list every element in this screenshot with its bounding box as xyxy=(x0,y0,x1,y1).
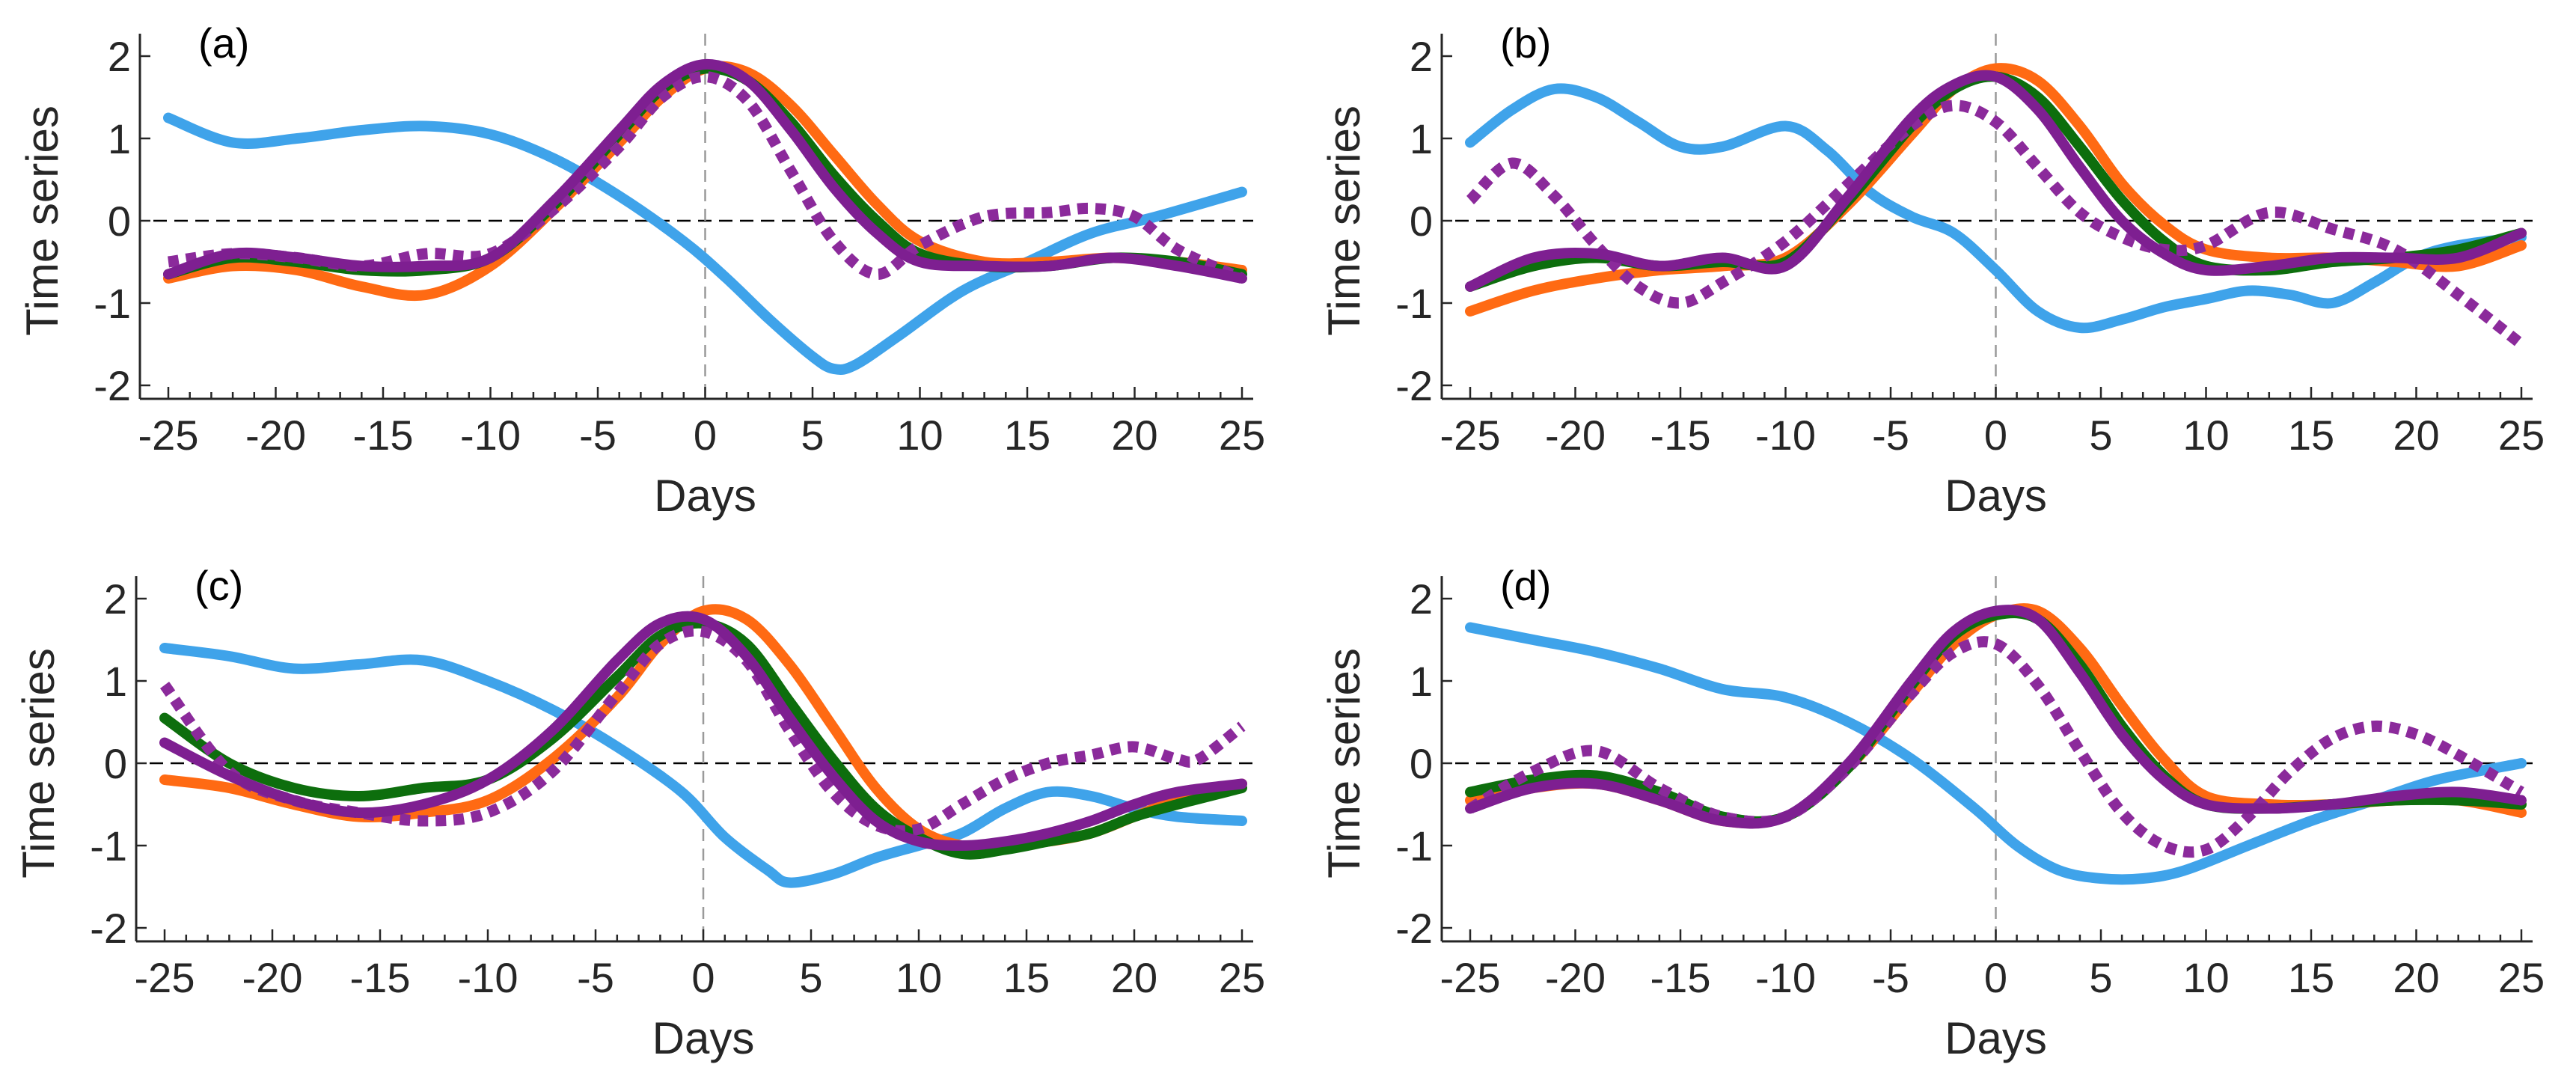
y-tick-label: -1 xyxy=(1395,280,1433,327)
x-tick-label: -20 xyxy=(1545,412,1606,459)
y-tick-label: 2 xyxy=(108,33,131,80)
y-tick-label: 2 xyxy=(104,575,127,623)
x-tick-label: -25 xyxy=(135,954,195,1001)
y-tick-label: -1 xyxy=(1395,822,1433,870)
y-tick-label: 0 xyxy=(108,198,131,245)
x-tick-label: -5 xyxy=(577,954,614,1001)
panel-label: (b) xyxy=(1500,19,1551,67)
x-tick-label: -20 xyxy=(1545,954,1606,1001)
panel-label: (c) xyxy=(195,562,243,609)
series-line-purple-dotted xyxy=(167,71,1245,284)
series-line-purple xyxy=(1465,605,2527,829)
x-tick-label: 0 xyxy=(1984,954,2007,1001)
x-tick-label: 0 xyxy=(691,954,715,1001)
x-tick-label: -15 xyxy=(1650,412,1711,459)
x-tick-label: 25 xyxy=(2498,954,2545,1001)
x-tick-label: -25 xyxy=(1440,412,1501,459)
y-tick-label: 1 xyxy=(1410,115,1433,162)
x-tick-label: -20 xyxy=(242,954,303,1001)
series-line-blue xyxy=(159,643,1247,888)
x-tick-label: -10 xyxy=(460,412,521,459)
series-line-purple xyxy=(159,611,1247,851)
y-axis-title: Time series xyxy=(1319,106,1369,336)
x-tick-label: 20 xyxy=(2393,954,2439,1001)
x-tick-label: 10 xyxy=(2182,954,2229,1001)
series-line-purple-dotted xyxy=(1466,100,2525,349)
y-axis-title: Time series xyxy=(17,106,67,336)
x-tick-label: 10 xyxy=(896,954,942,1001)
series-line-green xyxy=(159,617,1247,860)
panel-c: -25 -20 -15 -10 -5 0 5 10 15 20 25-2-1012DaysTime … xyxy=(13,562,1265,1063)
y-axis-title: Time series xyxy=(1319,648,1369,878)
x-tick-label: 5 xyxy=(2089,954,2112,1001)
y-tick-label: -2 xyxy=(90,905,127,952)
y-tick-label: 0 xyxy=(104,740,127,787)
y-tick-label: -2 xyxy=(1395,362,1433,409)
x-tick-label: 5 xyxy=(801,412,824,459)
series-line-blue xyxy=(1465,83,2527,334)
x-axis-title: Days xyxy=(1945,471,2047,521)
x-axis-title: Days xyxy=(1945,1013,2047,1063)
x-tick-label: -25 xyxy=(138,412,199,459)
y-tick-label: -2 xyxy=(1395,905,1433,952)
x-tick-label: 20 xyxy=(1111,412,1157,459)
x-tick-label: 10 xyxy=(896,412,943,459)
y-tick-label: 1 xyxy=(1410,658,1433,705)
series-line-purple-dotted xyxy=(1467,636,2524,858)
x-tick-label: -15 xyxy=(353,412,414,459)
x-tick-label: 15 xyxy=(1004,412,1050,459)
x-tick-label: -5 xyxy=(579,412,617,459)
panel-a: -25 -20 -15 -10 -5 0 5 10 15 20 25-2-1012DaysTime … xyxy=(17,19,1265,521)
x-tick-label: -10 xyxy=(458,954,518,1001)
y-tick-label: 0 xyxy=(1410,740,1433,787)
y-tick-label: 2 xyxy=(1410,575,1433,623)
x-tick-label: -15 xyxy=(1650,954,1711,1001)
x-tick-label: 0 xyxy=(1984,412,2007,459)
x-tick-label: -5 xyxy=(1872,412,1909,459)
x-tick-label: 20 xyxy=(1111,954,1157,1001)
panel-label: (d) xyxy=(1500,562,1551,609)
x-tick-label: 15 xyxy=(1003,954,1050,1001)
series-line-blue xyxy=(1465,622,2527,885)
x-tick-label: -20 xyxy=(245,412,306,459)
x-tick-label: 5 xyxy=(799,954,822,1001)
x-tick-label: 10 xyxy=(2182,412,2229,459)
x-axis-title: Days xyxy=(654,471,756,521)
x-tick-label: 15 xyxy=(2288,412,2334,459)
y-tick-label: 2 xyxy=(1410,33,1433,80)
x-tick-label: 25 xyxy=(1219,412,1265,459)
x-tick-label: -15 xyxy=(350,954,411,1001)
x-tick-label: 20 xyxy=(2393,412,2439,459)
y-tick-label: 1 xyxy=(108,115,131,162)
series-line-purple xyxy=(1465,70,2527,292)
y-tick-label: 1 xyxy=(104,658,127,705)
panel-b: -25 -20 -15 -10 -5 0 5 10 15 20 25-2-1012DaysTime … xyxy=(1319,19,2545,521)
y-tick-label: 0 xyxy=(1410,198,1433,245)
x-tick-label: 5 xyxy=(2089,412,2112,459)
y-tick-label: -1 xyxy=(90,822,127,870)
x-tick-label: -5 xyxy=(1872,954,1909,1001)
y-tick-label: -1 xyxy=(94,280,131,327)
x-tick-label: 15 xyxy=(2288,954,2334,1001)
x-axis-title: Days xyxy=(652,1013,755,1063)
y-tick-label: -2 xyxy=(94,362,131,409)
panel-d: -25 -20 -15 -10 -5 0 5 10 15 20 25-2-1012DaysTime … xyxy=(1319,562,2545,1063)
series-line-purple xyxy=(163,58,1247,284)
x-tick-label: 25 xyxy=(1219,954,1265,1001)
x-tick-label: 25 xyxy=(2498,412,2545,459)
x-tick-label: -10 xyxy=(1755,954,1816,1001)
panel-label: (a) xyxy=(198,19,249,67)
x-tick-label: -10 xyxy=(1755,412,1816,459)
x-tick-label: -25 xyxy=(1440,954,1501,1001)
x-tick-label: 0 xyxy=(694,412,717,459)
y-axis-title: Time series xyxy=(13,648,64,878)
